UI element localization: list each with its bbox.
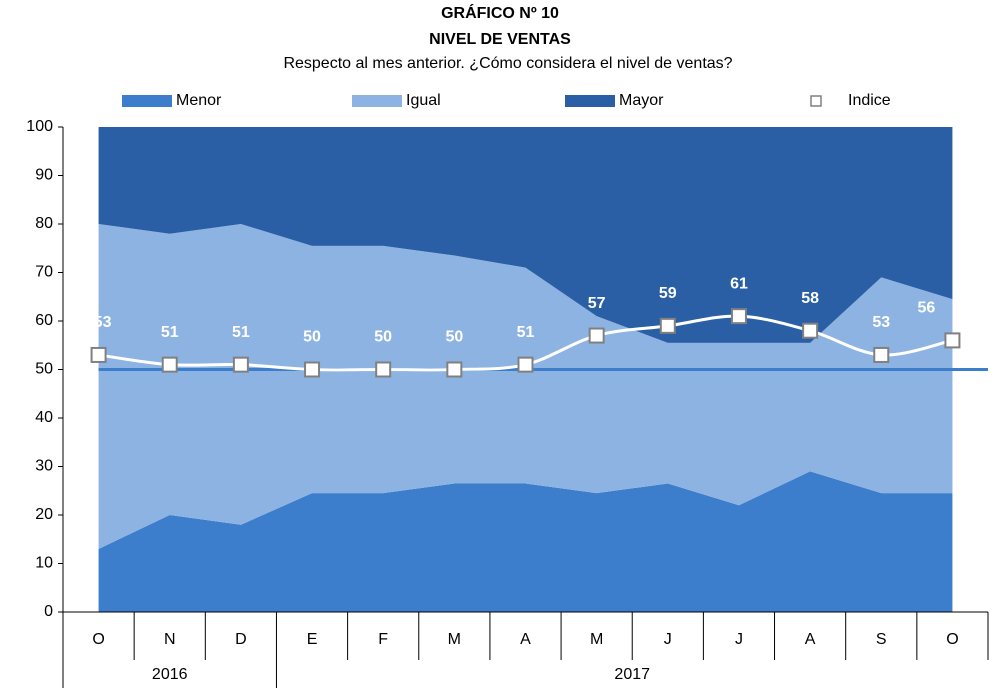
chart-caption: Respecto al mes anterior. ¿Cómo consider… bbox=[283, 55, 732, 72]
legend-label: Mayor bbox=[619, 92, 664, 109]
data-label: 50 bbox=[445, 329, 463, 346]
x-tick-label: J bbox=[735, 631, 743, 648]
y-tick-label: 20 bbox=[35, 506, 53, 523]
x-tick-label: A bbox=[805, 631, 816, 648]
x-tick-label: E bbox=[307, 631, 318, 648]
legend-label: Igual bbox=[406, 92, 441, 109]
area bbox=[98, 127, 953, 343]
index-marker bbox=[730, 308, 747, 325]
data-label: 51 bbox=[517, 324, 535, 341]
legend-marker bbox=[810, 95, 822, 107]
index-marker bbox=[802, 322, 819, 339]
legend-swatch bbox=[122, 95, 172, 107]
x-tick-label: S bbox=[876, 631, 887, 648]
data-label: 58 bbox=[801, 290, 819, 307]
index-marker bbox=[446, 361, 463, 378]
index-marker bbox=[304, 361, 321, 378]
data-label: 61 bbox=[730, 275, 748, 292]
data-label: 50 bbox=[303, 329, 321, 346]
x-tick-label: F bbox=[378, 631, 388, 648]
legend-swatch bbox=[565, 95, 615, 107]
y-tick-label: 30 bbox=[35, 458, 53, 475]
index-marker bbox=[232, 356, 249, 373]
index-marker bbox=[588, 327, 605, 344]
data-label: 51 bbox=[232, 324, 250, 341]
y-tick-label: 80 bbox=[35, 215, 53, 232]
year-label: 2017 bbox=[614, 666, 650, 683]
x-tick-label: D bbox=[235, 631, 247, 648]
x-tick-label: O bbox=[946, 631, 958, 648]
x-tick-label: M bbox=[590, 631, 603, 648]
index-marker bbox=[161, 356, 178, 373]
y-tick-label: 10 bbox=[35, 555, 53, 572]
index-marker bbox=[375, 361, 392, 378]
y-tick-label: 60 bbox=[35, 312, 53, 329]
y-tick-label: 0 bbox=[44, 603, 53, 620]
legend-label: Menor bbox=[176, 92, 222, 109]
data-label: 53 bbox=[94, 314, 112, 331]
index-marker bbox=[659, 317, 676, 334]
year-label: 2016 bbox=[152, 666, 188, 683]
y-tick-label: 70 bbox=[35, 264, 53, 281]
data-label: 59 bbox=[659, 285, 677, 302]
index-marker bbox=[873, 346, 890, 363]
data-label: 56 bbox=[918, 300, 936, 317]
x-tick-label: A bbox=[520, 631, 531, 648]
x-tick-label: J bbox=[664, 631, 672, 648]
y-tick-label: 50 bbox=[35, 361, 53, 378]
data-label: 57 bbox=[588, 295, 606, 312]
index-marker bbox=[90, 346, 107, 363]
area bbox=[98, 471, 953, 612]
x-tick-label: M bbox=[448, 631, 461, 648]
index-marker bbox=[517, 356, 534, 373]
area bbox=[98, 224, 953, 549]
y-tick-label: 90 bbox=[35, 167, 53, 184]
chart-subtitle: NIVEL DE VENTAS bbox=[429, 31, 571, 48]
x-tick-label: N bbox=[164, 631, 176, 648]
y-tick-label: 100 bbox=[26, 118, 53, 135]
data-label: 53 bbox=[872, 314, 890, 331]
y-tick-label: 40 bbox=[35, 409, 53, 426]
chart-title: GRÁFICO Nº 10 bbox=[441, 3, 559, 22]
data-label: 51 bbox=[161, 324, 179, 341]
index-marker bbox=[944, 332, 961, 349]
data-label: 50 bbox=[374, 329, 392, 346]
legend-label: Indice bbox=[848, 92, 891, 109]
legend-swatch bbox=[352, 95, 402, 107]
x-tick-label: O bbox=[92, 631, 104, 648]
